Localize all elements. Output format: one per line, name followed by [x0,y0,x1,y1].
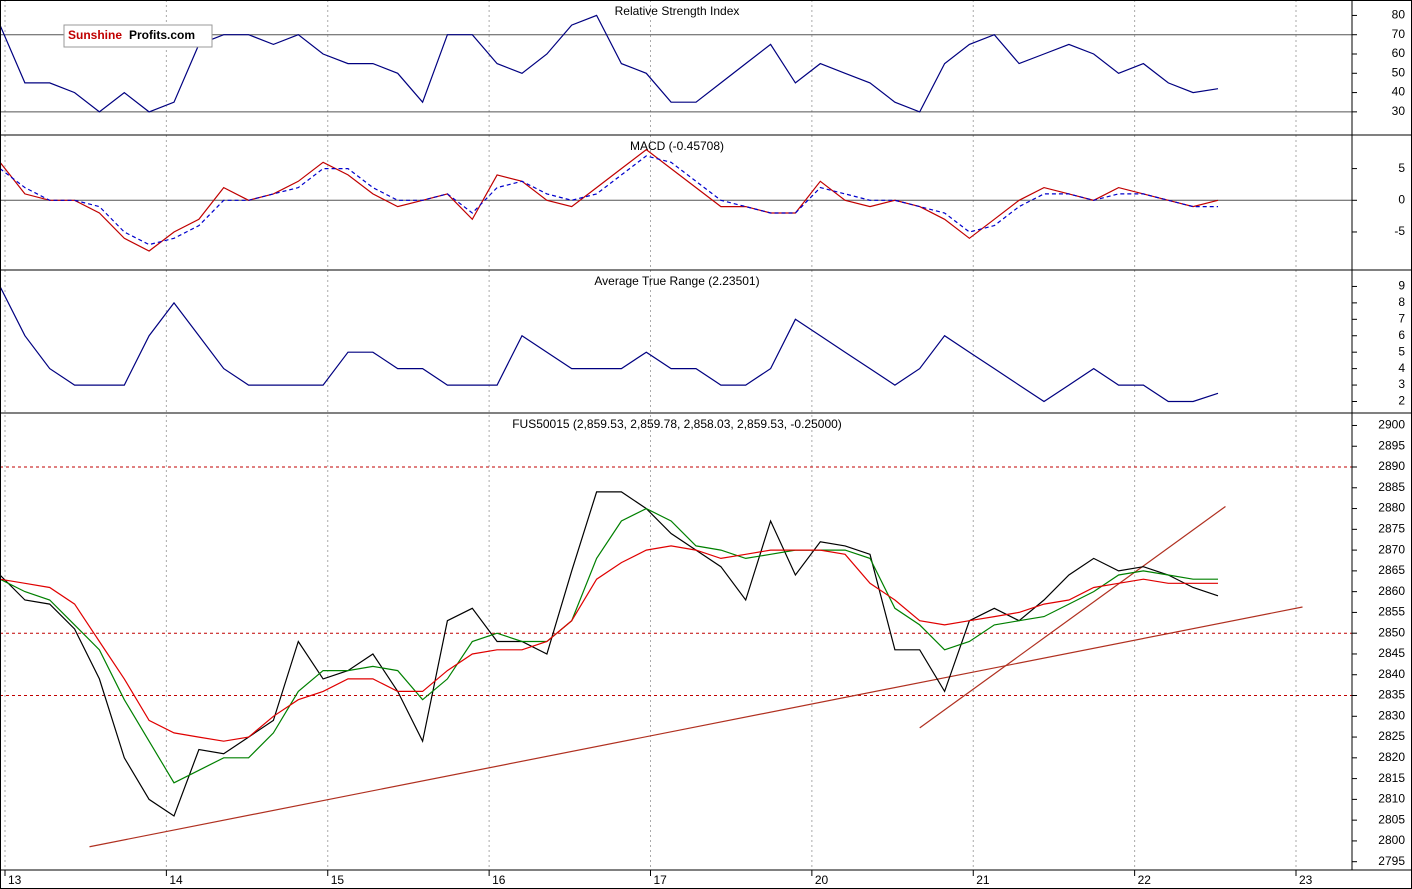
panel-title: Average True Range (2.23501) [594,274,759,288]
y-tick-label: 2865 [1378,563,1405,577]
y-tick-label: 2875 [1378,521,1405,535]
y-tick-label: 70 [1392,27,1406,41]
panel-title: Relative Strength Index [615,4,740,18]
y-tick-label: 2820 [1378,750,1405,764]
logo: Sunshine Profits.com [63,24,213,48]
y-tick-label: 50 [1392,65,1406,79]
y-tick-label: 2860 [1378,584,1405,598]
y-tick-label: 2810 [1378,792,1405,806]
y-tick-label: 80 [1392,8,1406,22]
series-line [0,155,1218,246]
series-line [0,545,1218,742]
y-tick-label: 5 [1398,161,1405,175]
y-tick-label: 2880 [1378,501,1405,515]
x-tick-label: 20 [815,873,829,887]
panel-title: MACD (-0.45708) [630,139,724,153]
y-tick-label: 3 [1398,377,1405,391]
trend-line [89,606,1303,848]
y-tick-label: 2795 [1378,854,1405,868]
y-tick-label: 2900 [1378,418,1405,432]
x-tick-label: 13 [8,873,22,887]
y-tick-label: 6 [1398,328,1405,342]
x-tick-label: 22 [1138,873,1152,887]
y-tick-label: 2840 [1378,667,1405,681]
logo-box [63,24,213,48]
y-tick-label: -5 [1394,224,1405,238]
y-tick-label: 5 [1398,344,1405,358]
y-tick-label: 40 [1392,85,1406,99]
trend-line [919,505,1226,729]
series-line [0,491,1219,817]
y-tick-label: 2890 [1378,459,1405,473]
series-line [0,148,1219,252]
panel-title: FUS50015 (2,859.53, 2,859.78, 2,858.03, … [512,417,842,431]
y-tick-label: 2835 [1378,688,1405,702]
x-tick-label: 23 [1299,873,1313,887]
x-tick-label: 14 [169,873,183,887]
x-tick-label: 17 [654,873,668,887]
y-tick-label: 2850 [1378,625,1405,639]
y-tick-label: 0 [1398,192,1405,206]
y-tick-label: 2805 [1378,812,1405,826]
y-tick-label: 2830 [1378,708,1405,722]
y-tick-label: 60 [1392,46,1406,60]
y-tick-label: 9 [1398,279,1405,293]
y-tick-label: 2825 [1378,729,1405,743]
series-line [0,286,1219,403]
series-line [0,507,1218,784]
y-tick-label: 2 [1398,394,1405,408]
y-tick-label: 30 [1392,104,1406,118]
y-tick-label: 2885 [1378,480,1405,494]
x-tick-label: 21 [976,873,990,887]
x-tick-label: 15 [331,873,345,887]
y-tick-label: 7 [1398,311,1405,325]
y-tick-label: 4 [1398,361,1405,375]
y-tick-label: 8 [1398,295,1405,309]
logo-text: Profits.com [129,28,195,42]
y-tick-label: 2855 [1378,605,1405,619]
y-tick-label: 2870 [1378,542,1405,556]
y-tick-label: 2895 [1378,438,1405,452]
y-tick-label: 2845 [1378,646,1405,660]
y-tick-label: 2815 [1378,771,1405,785]
logo-text: Sunshine [68,28,122,42]
x-tick-label: 16 [492,873,506,887]
y-tick-label: 2800 [1378,833,1405,847]
